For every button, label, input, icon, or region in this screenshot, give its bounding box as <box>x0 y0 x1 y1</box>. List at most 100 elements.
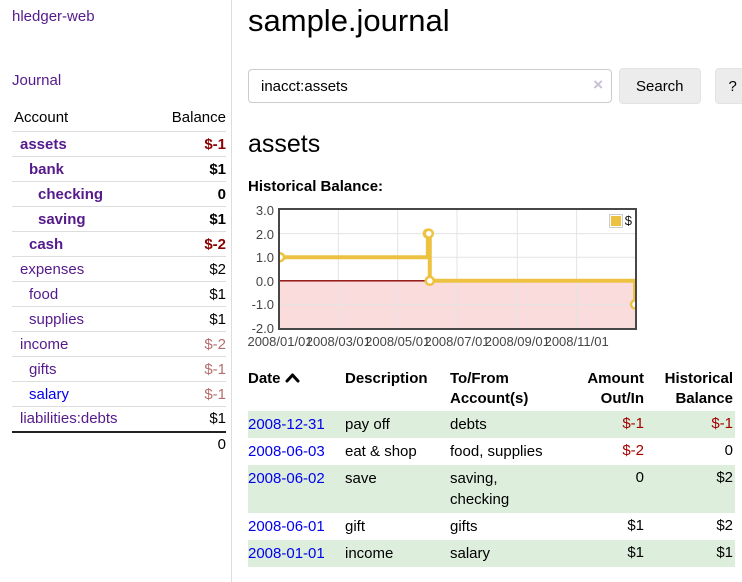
register-header-accounts: To/From Account(s) <box>450 370 529 407</box>
account-balance: $1 <box>151 306 226 332</box>
x-axis-tick-label: 2008/09/01 <box>484 334 550 349</box>
account-link[interactable]: bank <box>29 160 65 178</box>
accounts-table: Account Balance assets $-1 bank $1 checking 0… <box>12 106 226 457</box>
account-link[interactable]: assets <box>20 135 67 153</box>
chart-plot-area[interactable]: $ <box>278 208 637 330</box>
account-balance: $-1 <box>151 381 226 407</box>
accounts-total-value: 0 <box>151 430 226 457</box>
balance-column-header: Balance <box>171 109 226 126</box>
account-title: assets <box>248 130 321 158</box>
account-row: saving $1 <box>12 206 226 232</box>
account-balance: $1 <box>151 406 226 432</box>
register-balance: $2 <box>716 517 733 534</box>
legend-swatch <box>608 213 623 228</box>
account-balance: $-1 <box>151 131 226 157</box>
account-link[interactable]: checking <box>38 185 104 203</box>
account-link[interactable]: saving <box>38 210 86 228</box>
main-content: sample.journal × Search ? assets Histori… <box>247 0 742 567</box>
register-amount: $1 <box>627 517 644 534</box>
search-button[interactable]: Search <box>619 68 701 104</box>
account-balance: $2 <box>151 256 226 282</box>
x-axis-tick-label: 2008/01/01 <box>247 334 313 349</box>
register-header-amount: Amount Out/In <box>587 370 644 407</box>
clear-search-icon[interactable]: × <box>593 75 603 94</box>
register-amount: 0 <box>635 469 644 486</box>
account-row: assets $-1 <box>12 131 226 157</box>
account-balance: $-2 <box>151 331 226 357</box>
register-date-link[interactable]: 2008-06-01 <box>248 518 325 535</box>
account-row: income $-2 <box>12 331 226 357</box>
account-row: salary $-1 <box>12 381 226 407</box>
account-link[interactable]: salary <box>29 385 70 403</box>
register-balance: $-1 <box>711 415 733 432</box>
sidebar-item-journal[interactable]: Journal <box>12 72 62 89</box>
historical-balance-chart: $ 3.0 2.0 1.0 0.0 -1.0 -2.0 2008/01/01 2008/03/… <box>247 204 678 350</box>
register-amount: $-1 <box>622 415 644 432</box>
x-axis-tick-label: 2008/05/01 <box>365 334 431 349</box>
account-row: food $1 <box>12 281 226 307</box>
account-link[interactable]: supplies <box>29 310 85 328</box>
account-link[interactable]: income <box>20 335 69 353</box>
register-accounts: salary <box>450 545 491 562</box>
account-row: supplies $1 <box>12 306 226 332</box>
x-axis-tick-label: 2008/07/01 <box>424 334 490 349</box>
register-row[interactable]: 2008-06-03 eat & shop food, supplies $-2 0 <box>248 438 735 465</box>
register-row[interactable]: 2008-12-31 pay off debts $-1 $-1 <box>248 411 735 438</box>
account-balance: $1 <box>151 206 226 232</box>
register-row[interactable]: 2008-06-02 save saving, checking 0 $2 <box>248 465 735 513</box>
register-description: eat & shop <box>345 443 417 460</box>
register-amount: $-2 <box>622 442 644 459</box>
register-description: save <box>345 470 377 487</box>
account-link[interactable]: gifts <box>29 360 57 378</box>
register-amount: $1 <box>627 544 644 561</box>
register-header-date[interactable]: Date <box>248 367 345 411</box>
sidebar: hledger-web Journal Account Balance asse… <box>0 0 232 582</box>
register-description: income <box>345 545 394 562</box>
register-date-link[interactable]: 2008-06-02 <box>248 470 325 487</box>
register-date-link[interactable]: 2008-01-01 <box>248 545 325 562</box>
y-axis-tick-label: 3.0 <box>255 203 274 218</box>
account-row: expenses $2 <box>12 256 226 282</box>
legend-label: $ <box>624 213 632 228</box>
page-title: sample.journal <box>248 3 450 38</box>
account-balance: $1 <box>151 281 226 307</box>
y-axis-tick-label: -1.0 <box>251 297 274 313</box>
chart-legend: $ <box>608 213 632 228</box>
search-input[interactable] <box>248 69 612 103</box>
help-button[interactable]: ? <box>714 68 742 104</box>
register-date-link[interactable]: 2008-12-31 <box>248 416 325 433</box>
y-axis-tick-label: 1.0 <box>255 250 274 266</box>
chevron-up-icon <box>285 369 300 389</box>
register-header-description: Description <box>345 370 428 387</box>
account-row: cash $-2 <box>12 231 226 257</box>
register-balance: $1 <box>716 544 733 561</box>
account-link[interactable]: cash <box>29 235 64 253</box>
account-link[interactable]: food <box>29 285 59 303</box>
register-date-link[interactable]: 2008-06-03 <box>248 443 325 460</box>
register-row[interactable]: 2008-06-01 gift gifts $1 $2 <box>248 513 735 540</box>
register-accounts: gifts <box>450 518 478 535</box>
app-title-link[interactable]: hledger-web <box>12 8 95 25</box>
account-link[interactable]: liabilities:debts <box>20 410 118 428</box>
register-accounts: food, supplies <box>450 443 543 460</box>
account-link[interactable]: expenses <box>20 260 85 278</box>
y-axis-tick-label: -2.0 <box>251 321 274 336</box>
register-balance: 0 <box>724 442 733 459</box>
register-accounts: saving, checking <box>450 470 510 508</box>
x-axis-tick-label: 2008/11/01 <box>544 334 609 349</box>
account-row: checking 0 <box>12 181 226 207</box>
y-axis-tick-label: 2.0 <box>255 226 274 242</box>
search-form: × Search ? <box>248 68 742 104</box>
chart-label: Historical Balance: <box>248 178 384 195</box>
chart-series-svg <box>280 210 635 328</box>
account-balance: $-1 <box>151 356 226 382</box>
register-description: pay off <box>345 416 390 433</box>
register-balance: $2 <box>716 469 733 486</box>
register-description: gift <box>345 518 366 535</box>
register-accounts: debts <box>450 416 487 433</box>
register-row[interactable]: 2008-01-01 income salary $1 $1 <box>248 540 735 567</box>
register-table: Date Description To/From Account(s) Amou… <box>248 367 735 567</box>
account-row: gifts $-1 <box>12 356 226 382</box>
x-axis-tick-label: 2008/03/01 <box>305 334 371 349</box>
accounts-total-row: 0 <box>12 430 226 457</box>
